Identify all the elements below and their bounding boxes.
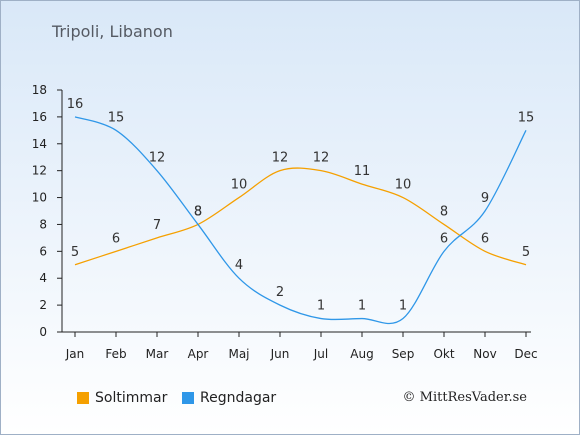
y-tick-label-8: 8 <box>39 217 47 231</box>
data-label-rain-maj: 4 <box>235 258 243 273</box>
x-tick-label-jul: Jul <box>313 347 328 361</box>
x-tick-label-jun: Jun <box>270 347 290 361</box>
x-tick-label-dec: Dec <box>514 347 537 361</box>
data-label-sun-jun: 12 <box>272 151 289 166</box>
x-tick-label-nov: Nov <box>473 347 496 361</box>
data-label-sun-nov: 6 <box>481 231 489 246</box>
y-tick-label-14: 14 <box>32 137 47 151</box>
legend-item-rain: Regndagar <box>182 390 276 406</box>
x-tick-label-maj: Maj <box>228 347 249 361</box>
data-label-rain-okt: 6 <box>440 231 448 246</box>
data-label-rain-feb: 15 <box>108 110 125 125</box>
data-label-rain-nov: 9 <box>481 191 489 206</box>
y-tick-label-12: 12 <box>32 164 47 178</box>
data-label-sun-feb: 6 <box>112 231 120 246</box>
copyright-text: © MittResVader.se <box>402 390 527 405</box>
legend-label-rain: Regndagar <box>200 390 277 406</box>
x-tick-label-feb: Feb <box>105 347 126 361</box>
y-tick-label-2: 2 <box>39 298 47 312</box>
data-label-rain-mar: 12 <box>149 151 166 166</box>
y-tick-label-18: 18 <box>32 83 47 97</box>
data-label-sun-dec: 5 <box>522 245 530 260</box>
data-label-sun-maj: 10 <box>231 178 248 193</box>
data-label-sun-sep: 10 <box>395 178 412 193</box>
data-label-sun-aug: 11 <box>354 164 371 179</box>
data-label-sun-jul: 12 <box>313 151 330 166</box>
legend-swatch-rain <box>182 392 194 404</box>
series-line-rain <box>74 116 527 325</box>
series-line-sun <box>74 167 527 266</box>
data-label-rain-jan: 16 <box>67 97 84 112</box>
x-tick-label-mar: Mar <box>146 347 169 361</box>
data-label-rain-sep: 1 <box>399 299 407 314</box>
data-label-rain-aug: 1 <box>358 299 366 314</box>
data-label-sun-apr: 8 <box>194 204 202 219</box>
y-tick-label-10: 10 <box>32 191 47 205</box>
y-tick-label-4: 4 <box>39 271 47 285</box>
legend-label-sun: Soltimmar <box>95 390 168 406</box>
data-label-rain-jun: 2 <box>276 285 284 300</box>
y-tick-label-6: 6 <box>39 244 47 258</box>
chart-title: Tripoli, Libanon <box>52 22 173 41</box>
x-tick-label-okt: Okt <box>433 347 454 361</box>
legend-swatch-sun <box>77 392 89 404</box>
x-tick-label-jan: Jan <box>65 347 85 361</box>
x-tick-label-sep: Sep <box>392 347 415 361</box>
data-label-rain-jul: 1 <box>317 299 325 314</box>
data-label-rain-dec: 15 <box>518 110 535 125</box>
y-tick-label-16: 16 <box>32 110 47 124</box>
y-tick-label-0: 0 <box>39 325 47 339</box>
legend-item-sun: Soltimmar <box>77 390 167 406</box>
x-tick-label-aug: Aug <box>350 347 373 361</box>
data-label-sun-jan: 5 <box>71 245 79 260</box>
data-label-sun-mar: 7 <box>153 218 161 233</box>
x-tick-label-apr: Apr <box>188 347 209 361</box>
data-label-rain-apr: 8 <box>194 204 202 219</box>
data-label-sun-okt: 8 <box>440 204 448 219</box>
